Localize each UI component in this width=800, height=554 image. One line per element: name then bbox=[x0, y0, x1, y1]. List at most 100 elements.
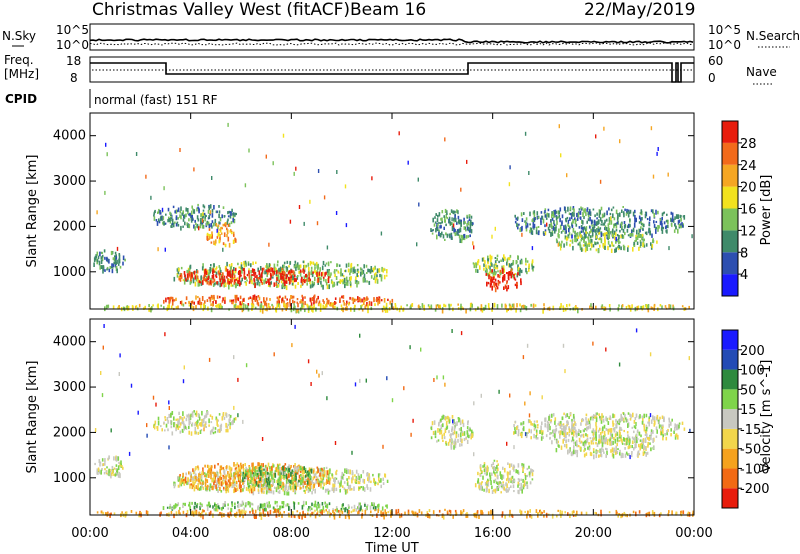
power-echo-cell bbox=[604, 239, 606, 243]
velocity-echo-cell bbox=[240, 504, 243, 507]
velocity-echo-cell bbox=[260, 474, 262, 479]
velocity-echo-cell bbox=[508, 471, 510, 475]
power-echo-cell bbox=[191, 205, 193, 209]
velocity-echo-cell bbox=[455, 434, 458, 439]
velocity-echo-cell bbox=[519, 509, 521, 513]
power-echo-cell bbox=[215, 271, 218, 276]
power-echo-cell bbox=[189, 212, 191, 217]
power-echo-cell bbox=[473, 264, 476, 269]
power-echo-point bbox=[521, 232, 523, 237]
velocity-echo-cell bbox=[223, 475, 225, 479]
power-echo-cell bbox=[518, 266, 520, 272]
velocity-echo-cell bbox=[532, 469, 535, 472]
power-echo-cell bbox=[481, 308, 484, 313]
velocity-echo-cell bbox=[302, 468, 305, 474]
velocity-echo-cell bbox=[671, 510, 673, 516]
power-echo-cell bbox=[292, 299, 294, 304]
velocity-echo-cell bbox=[493, 479, 495, 484]
velocity-echo-cell bbox=[567, 512, 569, 516]
velocity-echo-cell bbox=[339, 488, 341, 493]
power-echo-cell bbox=[167, 297, 169, 300]
power-echo-cell bbox=[564, 227, 566, 231]
velocity-echo-cell bbox=[289, 485, 292, 490]
velocity-echo-cell bbox=[189, 478, 192, 482]
velocity-echo-cell bbox=[491, 490, 494, 494]
power-echo-cell bbox=[239, 273, 241, 277]
power-echo-cell bbox=[565, 235, 567, 238]
power-echo-cell bbox=[299, 300, 301, 304]
power-echo-point bbox=[452, 223, 455, 228]
power-echo-cell bbox=[306, 275, 309, 278]
power-echo-cell bbox=[439, 222, 442, 225]
velocity-echo-cell bbox=[586, 434, 589, 438]
power-echo-cell bbox=[227, 211, 229, 215]
power-echo-cell bbox=[394, 303, 397, 306]
power-echo-cell bbox=[518, 270, 521, 275]
velocity-echo-cell bbox=[251, 503, 254, 506]
velocity-echo-cell bbox=[206, 464, 209, 468]
velocity-echo-cell bbox=[177, 484, 180, 488]
power-echo-cell bbox=[519, 227, 521, 232]
power-echo-cell bbox=[219, 217, 222, 222]
power-echo-cell bbox=[677, 214, 680, 220]
velocity-echo-cell bbox=[188, 425, 190, 430]
velocity-echo-cell bbox=[259, 483, 262, 488]
power-echo-cell bbox=[325, 282, 328, 286]
power-echo-point bbox=[566, 173, 568, 178]
velocity-echo-cell bbox=[101, 458, 104, 462]
power-echo-cell bbox=[555, 238, 558, 242]
velocity-echo-cell bbox=[201, 511, 203, 516]
velocity-echo-cell bbox=[119, 473, 121, 479]
power-echo-cell bbox=[494, 287, 497, 293]
power-echo-cell bbox=[660, 227, 663, 231]
velocity-echo-cell bbox=[273, 478, 276, 483]
velocity-echo-cell bbox=[352, 509, 354, 513]
power-echo-cell bbox=[622, 228, 625, 233]
power-echo-cell bbox=[278, 304, 281, 309]
velocity-echo-cell bbox=[288, 479, 290, 484]
velocity-echo-cell bbox=[195, 485, 198, 489]
velocity-echo-cell bbox=[254, 479, 256, 484]
power-echo-cell bbox=[252, 295, 255, 300]
power-echo-cell bbox=[184, 273, 186, 278]
power-echo-cell bbox=[297, 282, 299, 285]
velocity-echo-cell bbox=[235, 474, 237, 478]
power-echo-cell bbox=[299, 264, 302, 268]
power-echo-cell bbox=[597, 248, 600, 254]
power-echo-cell bbox=[338, 264, 341, 267]
power-echo-cell bbox=[191, 274, 193, 278]
velocity-echo-cell bbox=[171, 431, 174, 436]
power-echo-cell bbox=[615, 229, 618, 232]
velocity-echo-cell bbox=[196, 479, 198, 482]
power-echo-cell bbox=[443, 226, 445, 230]
power-echo-cell bbox=[168, 218, 171, 222]
power-echo-cell bbox=[525, 306, 528, 311]
velocity-echo-cell bbox=[251, 476, 253, 481]
power-echo-cell bbox=[278, 296, 280, 301]
velocity-echo-cell bbox=[205, 512, 207, 516]
velocity-echo-cell bbox=[372, 502, 375, 505]
power-echo-cell bbox=[283, 300, 285, 305]
power-echo-cell bbox=[311, 272, 314, 278]
velocity-echo-cell bbox=[520, 482, 522, 488]
power-echo-cell bbox=[286, 266, 289, 271]
power-echo-cell bbox=[475, 263, 478, 269]
velocity-echo-cell bbox=[366, 486, 369, 490]
velocity-echo-cell bbox=[497, 488, 500, 491]
power-echo-cell bbox=[371, 269, 373, 273]
velocity-echo-cell bbox=[279, 505, 281, 511]
velocity-echo-cell bbox=[432, 510, 435, 515]
velocity-echo-cell bbox=[362, 470, 365, 474]
velocity-echo-cell bbox=[250, 485, 252, 489]
velocity-echo-cell bbox=[298, 474, 301, 479]
power-echo-cell bbox=[472, 262, 475, 265]
velocity-echo-cell bbox=[177, 502, 179, 506]
power-echo-cell bbox=[317, 267, 319, 270]
power-echo-cell bbox=[322, 271, 324, 276]
velocity-echo-cell bbox=[255, 514, 257, 519]
velocity-echo-cell bbox=[204, 464, 206, 468]
velocity-echo-cell bbox=[378, 477, 380, 482]
power-echo-cell bbox=[459, 227, 462, 233]
power-echo-cell bbox=[190, 276, 192, 282]
power-echo-cell bbox=[265, 302, 268, 307]
